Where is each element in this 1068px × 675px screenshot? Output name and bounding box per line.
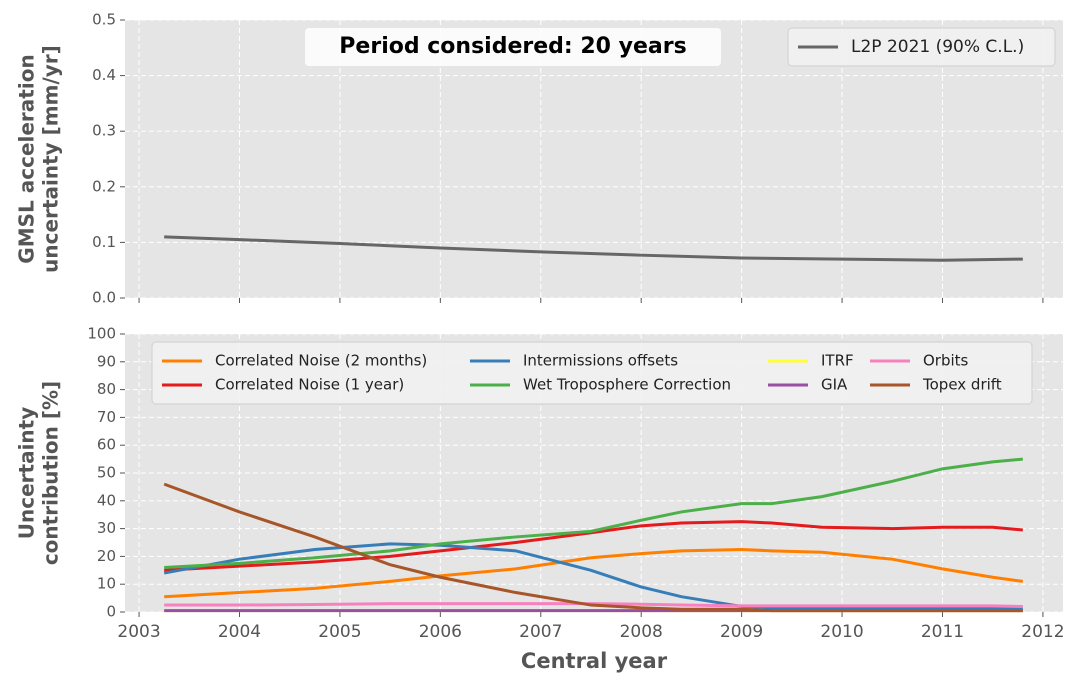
legend-label: Correlated Noise (2 months)	[215, 352, 427, 370]
annotation-box	[305, 28, 721, 66]
x-tick-label: 2008	[620, 622, 663, 642]
y-tick-label: 10	[97, 575, 116, 593]
legend-label: ITRF	[821, 352, 854, 370]
series-line	[164, 547, 1024, 599]
legend-box	[787, 27, 1056, 67]
y-tick-label: 0.0	[92, 289, 116, 307]
y-axis-label: Uncertainty	[15, 407, 39, 540]
y-tick-label: 30	[97, 519, 116, 537]
y-tick-label: 70	[97, 408, 116, 426]
legend-label: GIA	[821, 376, 848, 394]
x-tick-label: 2010	[820, 622, 863, 642]
legend-label: L2P 2021 (90% C.L.)	[851, 37, 1024, 57]
y-axis-label: uncertainty [mm/yr]	[39, 45, 63, 273]
y-tick-label: 0.2	[92, 177, 116, 195]
y-tick-label: 60	[97, 436, 116, 454]
y-tick-label: 0.3	[92, 122, 116, 140]
x-tick-label: 2004	[218, 622, 261, 642]
y-tick-label: 90	[97, 352, 116, 370]
x-tick-label: 2003	[117, 622, 160, 642]
x-tick-label: 2005	[318, 622, 361, 642]
annotation: Period considered: 20 years	[339, 34, 686, 59]
y-axis-label: GMSL acceleration	[15, 54, 39, 263]
series-line	[164, 457, 1023, 570]
y-tick-label: 0.5	[92, 11, 116, 29]
series-line	[163, 542, 1023, 610]
y-tick-label: 50	[97, 464, 116, 482]
legend-label: Orbits	[923, 352, 969, 370]
y-tick-label: 100	[87, 325, 116, 343]
legend-label: Correlated Noise (1 year)	[215, 376, 404, 394]
x-tick-label: 2007	[519, 622, 562, 642]
legend-label: Intermissions offsets	[523, 352, 678, 370]
legend-label: Topex drift	[922, 376, 1002, 394]
y-tick-label: 20	[97, 547, 116, 565]
y-tick-label: 0.1	[92, 233, 116, 251]
x-tick-label: 2012	[1021, 622, 1064, 642]
y-tick-label: 80	[97, 380, 116, 398]
x-tick-label: 2006	[419, 622, 462, 642]
x-tick-label: 2009	[720, 622, 763, 642]
series-line	[163, 482, 1023, 613]
legend-label: Wet Troposphere Correction	[523, 376, 731, 394]
series-line	[164, 235, 1023, 262]
series-line	[164, 520, 1023, 572]
y-tick-label: 0.4	[92, 66, 116, 84]
x-tick-label: 2011	[921, 622, 964, 642]
y-axis-label: contribution [%]	[39, 381, 63, 565]
x-axis-label: Central year	[521, 649, 668, 673]
y-tick-label: 0	[106, 603, 116, 621]
legend-box	[151, 341, 1033, 405]
series-line	[164, 602, 1023, 608]
y-tick-label: 40	[97, 491, 116, 509]
